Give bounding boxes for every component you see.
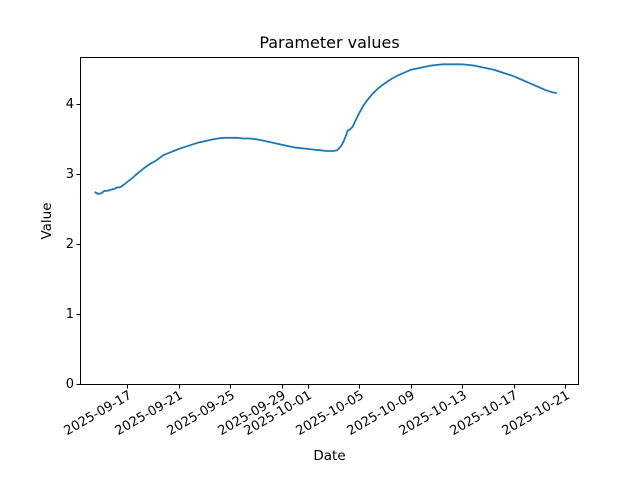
x-axis-label: Date — [313, 448, 346, 464]
y-tick-label: 0 — [65, 376, 74, 392]
data-line — [94, 63, 557, 195]
y-tick-label: 2 — [65, 236, 74, 252]
chart-title: Parameter values — [259, 33, 400, 52]
axes-frame — [80, 57, 579, 385]
y-tick-label: 1 — [65, 306, 74, 322]
y-tick-label: 4 — [65, 96, 74, 112]
y-tick-label: 3 — [65, 166, 74, 182]
